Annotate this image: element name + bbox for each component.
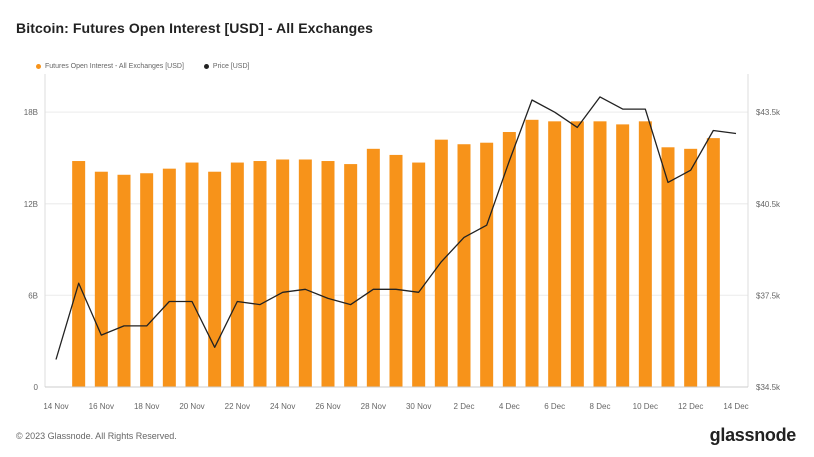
bar [480,142,494,387]
legend-swatch-black [203,64,209,69]
bar [162,168,176,387]
bar [72,161,86,387]
y-left-tick-label: 18B [24,108,38,117]
bar [185,162,199,387]
bar [548,121,562,387]
bar [638,121,652,387]
chart-legend: Futures Open Interest - All Exchanges [U… [36,63,249,70]
bar [140,173,154,387]
y-right-tick-label: $34.5k [756,383,781,392]
bar [525,119,539,388]
bar [684,148,698,387]
bar [298,159,312,387]
chart-title: Bitcoin: Futures Open Interest [USD] - A… [16,20,374,36]
x-tick-label: 26 Nov [315,402,340,411]
bar [412,162,426,387]
x-tick-label: 2 Dec [454,402,475,411]
bar [502,132,516,387]
bar [434,139,448,387]
bar [253,161,267,387]
bar [344,164,358,387]
x-tick-label: 8 Dec [590,402,611,411]
y-right-tick-label: $40.5k [756,200,781,209]
bar [366,148,380,387]
legend-label-price: Price [USD] [212,63,250,70]
legend-swatch-orange [36,64,41,69]
glassnode-logo: glassnode [709,425,797,445]
bar [570,121,584,387]
x-tick-label: 16 Nov [89,402,114,411]
x-tick-label: 14 Nov [43,402,68,411]
x-tick-label: 22 Nov [225,402,250,411]
bar-series [72,119,720,388]
bar [706,138,720,387]
bar [389,154,403,387]
bar [230,162,244,387]
line-series [55,96,737,360]
bar [94,171,108,387]
y-right-tick-label: $37.5k [756,291,781,300]
y-left-tick-label: 0 [34,383,39,392]
x-tick-label: 6 Dec [544,402,565,411]
x-tick-label: 28 Nov [361,402,386,411]
copyright-text: © 2023 Glassnode. All Rights Reserved. [16,431,177,441]
bar [276,159,290,387]
x-tick-label: 12 Dec [678,402,703,411]
x-tick-label: 14 Dec [723,402,748,411]
bar [208,171,222,387]
bar [117,174,131,387]
x-tick-label: 18 Nov [134,402,159,411]
x-tick-label: 30 Nov [406,402,431,411]
y-left-tick-label: 12B [24,200,38,209]
x-tick-label: 10 Dec [633,402,658,411]
bar [616,124,630,387]
legend-item-open-interest[interactable]: Futures Open Interest - All Exchanges [U… [36,63,184,70]
y-left-tick-label: 6B [28,291,38,300]
bar [321,161,335,387]
bar [661,147,675,387]
bar [457,144,471,387]
y-right-tick-label: $43.5k [756,108,781,117]
x-tick-label: 20 Nov [179,402,204,411]
bar [593,121,607,387]
legend-label-open-interest: Futures Open Interest - All Exchanges [U… [45,63,184,70]
axes: 0 6B 12B 18B $34.5k $37.5k $40.5k $43.5k 14 Nov 1… [24,74,781,411]
x-tick-label: 4 Dec [499,402,520,411]
legend-item-price[interactable]: Price [USD] [203,63,250,70]
x-tick-label: 24 Nov [270,402,295,411]
price-line [55,96,737,360]
